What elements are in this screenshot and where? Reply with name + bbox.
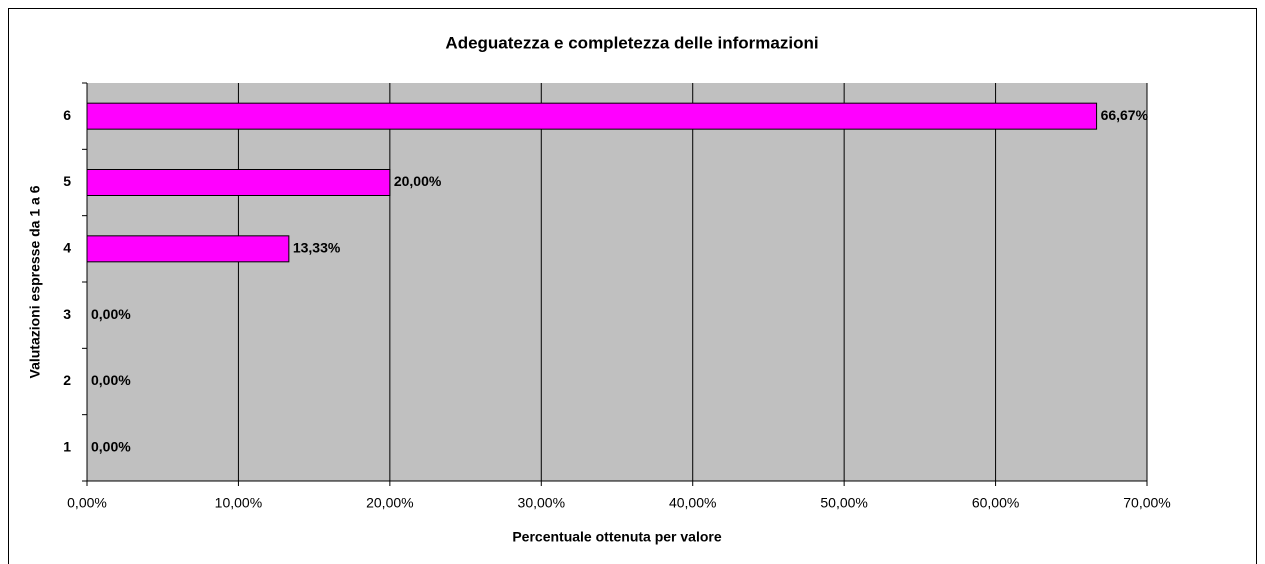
y-tick-label: 4 [63,240,71,256]
x-tick-label: 20,00% [366,495,413,511]
y-tick-label: 6 [63,107,71,123]
value-label: 20,00% [394,173,442,189]
bar [86,169,391,196]
value-label: 13,33% [293,240,341,256]
x-tick-label: 70,00% [1123,495,1170,511]
value-label: 66,67% [1101,107,1149,123]
y-axis-label: Valutazioni espresse da 1 a 6 [27,185,43,378]
bar [86,102,1098,130]
x-axis-label: Percentuale ottenuta per valore [512,529,722,545]
x-tick-label: 0,00% [67,495,107,511]
y-tick-label: 5 [63,173,71,189]
y-tick-label: 3 [63,306,71,322]
value-label: 0,00% [91,439,131,455]
value-label: 0,00% [91,306,131,322]
x-tick-label: 60,00% [972,495,1019,511]
x-tick-label: 30,00% [518,495,565,511]
x-tick-label: 50,00% [820,495,867,511]
x-tick-label: 40,00% [669,495,716,511]
y-tick-label: 2 [63,372,71,388]
bar [86,235,290,263]
value-label: 0,00% [91,372,131,388]
plot-area [87,83,1147,481]
y-tick-label: 1 [63,439,71,455]
chart-title: Adeguatezza e completezza delle informaz… [445,33,818,52]
x-tick-label: 10,00% [215,495,262,511]
